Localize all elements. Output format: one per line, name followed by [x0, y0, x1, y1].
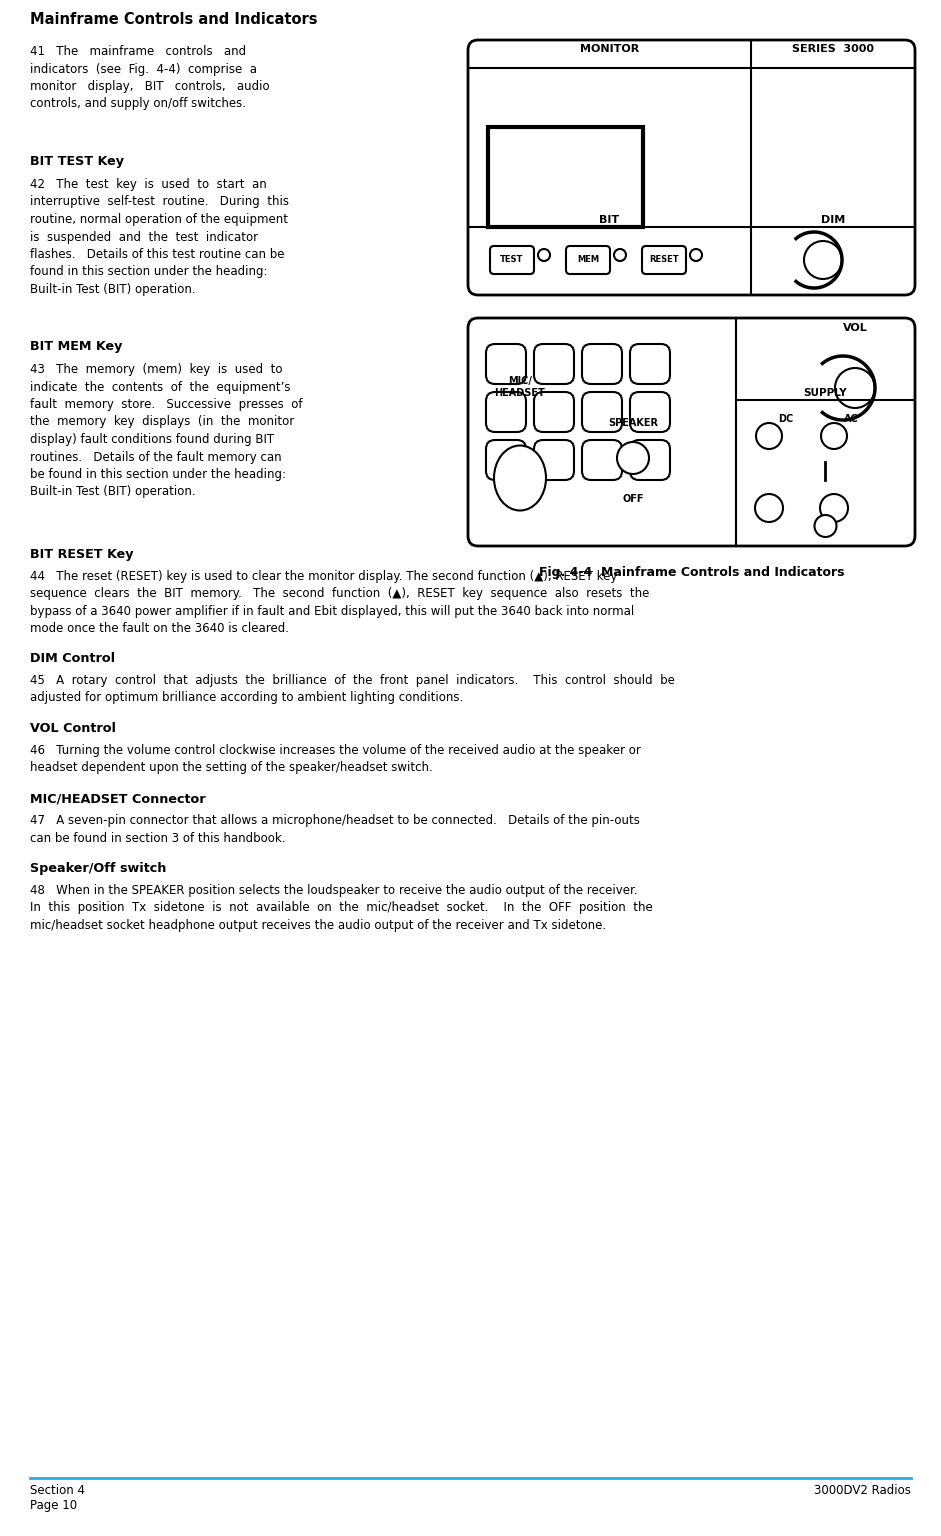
Text: 44   The reset (RESET) key is used to clear the monitor display. The second func: 44 The reset (RESET) key is used to clea… — [30, 570, 649, 636]
Text: SUPPLY: SUPPLY — [804, 389, 847, 398]
Text: 47   A seven-pin connector that allows a microphone/headset to be connected.   D: 47 A seven-pin connector that allows a m… — [30, 814, 640, 845]
Circle shape — [804, 241, 842, 280]
Text: MONITOR: MONITOR — [580, 45, 639, 54]
Text: BIT RESET Key: BIT RESET Key — [30, 548, 134, 561]
Text: 42   The  test  key  is  used  to  start  an
interruptive  self-test  routine.  : 42 The test key is used to start an inte… — [30, 178, 289, 296]
Text: Section 4: Section 4 — [30, 1484, 85, 1498]
Circle shape — [756, 422, 782, 449]
Text: 3000DV2 Radios: 3000DV2 Radios — [814, 1484, 911, 1498]
Bar — [488, 127, 643, 227]
Text: 46   Turning the volume control clockwise increases the volume of the received a: 46 Turning the volume control clockwise … — [30, 743, 641, 774]
Text: Page 10: Page 10 — [30, 1499, 77, 1511]
Text: 41   The   mainframe   controls   and
indicators  (see  Fig.  4-4)  comprise  a
: 41 The mainframe controls and indicators… — [30, 45, 270, 111]
Text: DIM Control: DIM Control — [30, 651, 115, 665]
Text: SPEAKER: SPEAKER — [608, 418, 658, 429]
Text: 45   A  rotary  control  that  adjusts  the  brilliance  of  the  front  panel  : 45 A rotary control that adjusts the bri… — [30, 674, 675, 705]
Circle shape — [820, 495, 848, 522]
Circle shape — [835, 369, 875, 409]
Text: MIC/HEADSET Connector: MIC/HEADSET Connector — [30, 793, 206, 805]
Circle shape — [821, 422, 847, 449]
Text: DC: DC — [778, 415, 793, 424]
Text: 48   When in the SPEAKER position selects the loudspeaker to receive the audio o: 48 When in the SPEAKER position selects … — [30, 885, 653, 932]
Text: VOL: VOL — [842, 323, 868, 333]
Ellipse shape — [494, 445, 546, 510]
Text: 43   The  memory  (mem)  key  is  used  to
indicate  the  contents  of  the  equ: 43 The memory (mem) key is used to indic… — [30, 362, 302, 499]
Text: MEM: MEM — [577, 255, 599, 264]
Text: DIM: DIM — [821, 215, 845, 224]
Text: TEST: TEST — [501, 255, 524, 264]
Text: SERIES  3000: SERIES 3000 — [792, 45, 874, 54]
Text: Speaker/Off switch: Speaker/Off switch — [30, 862, 167, 876]
Text: BIT TEST Key: BIT TEST Key — [30, 155, 124, 167]
Circle shape — [755, 495, 783, 522]
Text: OFF: OFF — [622, 495, 644, 504]
Text: BIT: BIT — [599, 215, 619, 224]
Text: RESET: RESET — [649, 255, 678, 264]
Text: VOL Control: VOL Control — [30, 722, 116, 736]
Text: BIT MEM Key: BIT MEM Key — [30, 339, 122, 353]
Text: AC: AC — [844, 415, 858, 424]
Text: Mainframe Controls and Indicators: Mainframe Controls and Indicators — [30, 12, 317, 28]
Text: MIC/
HEADSET: MIC/ HEADSET — [495, 376, 546, 398]
Circle shape — [815, 515, 837, 538]
Circle shape — [617, 442, 649, 475]
Text: Fig. 4-4  Mainframe Controls and Indicators: Fig. 4-4 Mainframe Controls and Indicato… — [539, 565, 844, 579]
